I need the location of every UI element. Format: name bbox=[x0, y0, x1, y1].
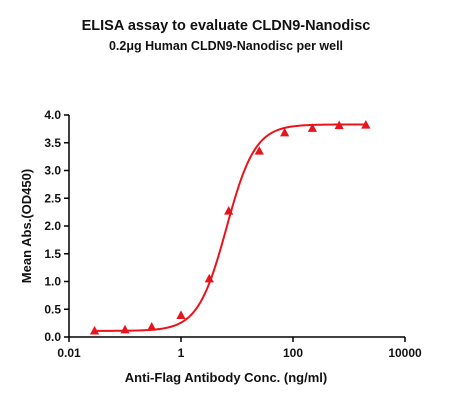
data-point-triangle bbox=[89, 325, 100, 335]
y-tick-label: 1.0 bbox=[44, 275, 61, 289]
y-ticks: 0.0 0.5 1.0 1.5 2.0 2.5 3.0 3.5 4.0 bbox=[44, 108, 69, 344]
data-point-triangle bbox=[254, 146, 264, 155]
axes bbox=[68, 115, 405, 338]
y-tick-label: 3.5 bbox=[44, 136, 61, 150]
data-point-triangle bbox=[361, 119, 371, 129]
x-ticks: 0.01 1 100 10000 bbox=[57, 337, 422, 360]
x-tick-label: 0.01 bbox=[57, 346, 81, 360]
y-tick-label: 2.0 bbox=[44, 219, 61, 233]
fit-curve bbox=[94, 123, 366, 332]
y-axis-label: Mean Abs.(OD450) bbox=[19, 169, 34, 283]
y-tick-label: 0.0 bbox=[44, 330, 61, 344]
chart-subtitle: 0.2μg Human CLDN9-Nanodisc per well bbox=[109, 39, 343, 53]
x-axis-label: Anti-Flag Antibody Conc. (ng/ml) bbox=[125, 370, 327, 385]
y-tick-label: 2.5 bbox=[44, 191, 61, 205]
data-point-triangle bbox=[204, 273, 214, 283]
data-point-triangle bbox=[176, 310, 186, 319]
x-tick-label: 10000 bbox=[388, 346, 422, 360]
data-point-triangle bbox=[120, 324, 130, 334]
data-point-triangle bbox=[307, 123, 317, 132]
y-tick-label: 1.5 bbox=[44, 247, 61, 261]
y-tick-label: 4.0 bbox=[44, 108, 61, 122]
x-tick-label: 1 bbox=[178, 346, 185, 360]
y-tick-label: 3.0 bbox=[44, 164, 61, 178]
y-tick-label: 0.5 bbox=[44, 302, 61, 316]
data-points bbox=[89, 119, 371, 335]
data-point-triangle bbox=[280, 127, 290, 137]
x-tick-label: 100 bbox=[283, 346, 303, 360]
data-point-triangle bbox=[147, 322, 157, 331]
data-point-triangle bbox=[334, 120, 344, 130]
data-point-triangle bbox=[224, 206, 234, 215]
chart-title: ELISA assay to evaluate CLDN9-Nanodisc bbox=[82, 18, 371, 34]
